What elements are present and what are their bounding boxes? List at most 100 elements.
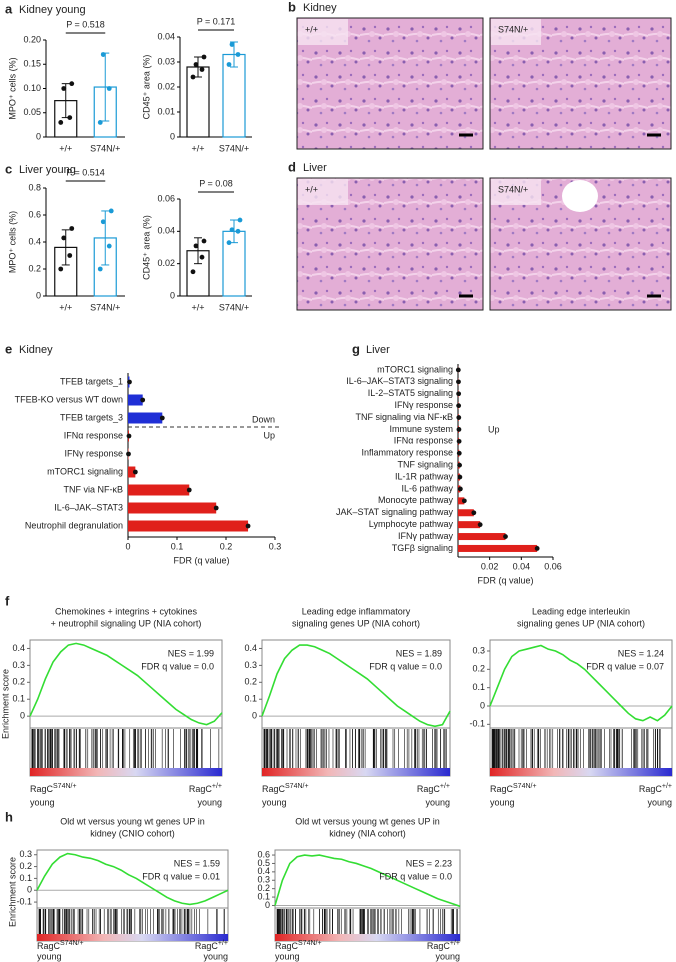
rank-strip <box>262 768 450 776</box>
data-point <box>201 238 207 244</box>
panel-letter: g <box>352 341 360 356</box>
panel-letter: d <box>288 159 296 174</box>
data-point <box>67 115 73 120</box>
y-tick-label: 0 <box>36 290 41 300</box>
y-tick-label: Neutrophil degranulation <box>25 520 123 530</box>
bar-end-dot <box>534 546 540 551</box>
bar-end-dot <box>159 415 165 421</box>
y-tick-label: 0.05 <box>23 107 41 117</box>
panel-letter: b <box>288 0 296 14</box>
image-label: S74N/+ <box>498 184 528 194</box>
y-tick-label: 0 <box>252 711 257 721</box>
chart-title: + neutrophil signaling UP (NIA cohort) <box>51 618 202 628</box>
group-name: RagC <box>30 784 54 794</box>
stat-annotation: FDR q value = 0.0 <box>379 871 452 881</box>
label-box <box>491 179 541 205</box>
y-tick-label: IFNγ pathway <box>398 531 454 541</box>
x-tick-label: S74N/+ <box>219 302 249 312</box>
group-label: RagC+/+ <box>639 783 672 795</box>
y-tick-label: 0.10 <box>23 83 41 93</box>
y-tick-label: 0 <box>27 885 32 895</box>
group-age: young <box>197 797 222 807</box>
y-tick-label: 0.2 <box>12 677 25 687</box>
y-axis-label: CD45⁺ area (%) <box>141 55 151 120</box>
label-box <box>298 19 348 45</box>
y-axis-label: CD45⁺ area (%) <box>141 215 151 280</box>
y-tick-label: Inflammatory response <box>361 448 453 458</box>
bar <box>458 544 538 552</box>
group-name: RagC <box>195 941 219 951</box>
x-tick-label: +/+ <box>191 302 204 312</box>
bar-end-dot <box>186 487 192 493</box>
y-tick-label: 0.1 <box>472 682 485 692</box>
bar-end-dot <box>126 433 132 439</box>
group-name: RagC <box>490 784 514 794</box>
y-axis-label: MPO⁺ cells (%) <box>7 57 17 119</box>
x-tick-label: S74N/+ <box>219 143 249 153</box>
bar-end-dot <box>127 379 132 385</box>
data-point <box>229 42 235 47</box>
x-tick-label: S74N/+ <box>90 302 120 312</box>
bar <box>128 484 190 496</box>
rank-strip <box>30 768 222 776</box>
y-tick-label: JAK–STAT signaling pathway <box>336 507 454 517</box>
data-point <box>235 228 241 234</box>
enrichment-line <box>274 854 461 908</box>
y-tick-label: 0.8 <box>28 182 41 192</box>
group-label: RagCS74N/+ <box>30 783 77 795</box>
panel-letter: f <box>5 593 10 608</box>
data-point <box>229 227 235 233</box>
panel-letter: h <box>5 809 13 824</box>
y-tick-label: IL-2–STAT5 signaling <box>368 388 453 398</box>
label-box <box>298 179 348 205</box>
group-label: RagCS74N/+ <box>490 783 537 795</box>
group-label: RagCS74N/+ <box>275 940 322 952</box>
data-point <box>190 74 196 80</box>
chart-title: Leading edge interleukin <box>532 606 630 616</box>
y-tick-label: 0.4 <box>28 236 41 246</box>
y-tick-label: Lymphocyte pathway <box>369 519 454 529</box>
y-tick-label: 0.15 <box>23 59 41 69</box>
y-tick-label: 0.1 <box>244 694 257 704</box>
y-tick-label: 0.2 <box>472 664 485 674</box>
data-point <box>97 266 103 272</box>
image-label: +/+ <box>305 24 318 34</box>
y-tick-label: 0.1 <box>12 694 25 704</box>
annotation: Up <box>488 424 500 434</box>
y-tick-label: 0.04 <box>157 31 175 41</box>
rank-strip <box>37 934 228 941</box>
bar-end-dot <box>457 474 463 480</box>
stat-annotation: FDR q value = 0.0 <box>369 661 442 671</box>
data-point <box>199 254 205 260</box>
y-tick-label: 0.02 <box>157 81 175 91</box>
x-tick-label: +/+ <box>191 143 204 153</box>
x-tick-label: 0.3 <box>269 541 282 551</box>
bar-end-dot <box>457 462 462 468</box>
y-tick-label: IFNγ response <box>64 448 123 458</box>
data-point <box>201 54 207 60</box>
y-tick-label: 0.1 <box>257 891 270 901</box>
chart-title: kidney (NIA cohort) <box>329 828 406 838</box>
annotation: Up <box>263 430 275 440</box>
y-tick-label: IFNα response <box>394 436 453 446</box>
rank-strip <box>490 768 672 776</box>
x-tick-label: 0 <box>125 541 130 551</box>
enrichment-line <box>261 644 451 728</box>
y-tick-label: TFEB-KO versus WT down <box>15 394 123 404</box>
y-tick-label: TFEB targets_3 <box>60 412 123 422</box>
y-tick-label: 0.4 <box>244 643 257 653</box>
y-tick-label: TGFβ signaling <box>392 543 453 553</box>
group-age: young <box>647 797 672 807</box>
group-genotype: +/+ <box>212 783 222 790</box>
y-tick-label: Monocyte pathway <box>378 495 454 505</box>
panel-letter: c <box>5 161 12 176</box>
bar-end-dot <box>245 523 251 529</box>
group-genotype: +/+ <box>218 940 228 947</box>
chart-title: signaling genes UP (NIA cohort) <box>517 618 645 628</box>
stat-annotation: NES = 2.23 <box>406 858 452 868</box>
stat-annotation: FDR q value = 0.01 <box>142 871 220 881</box>
bar-end-dot <box>503 534 508 539</box>
stat-annotation: FDR q value = 0.07 <box>586 661 664 671</box>
group-age: young <box>203 951 228 961</box>
